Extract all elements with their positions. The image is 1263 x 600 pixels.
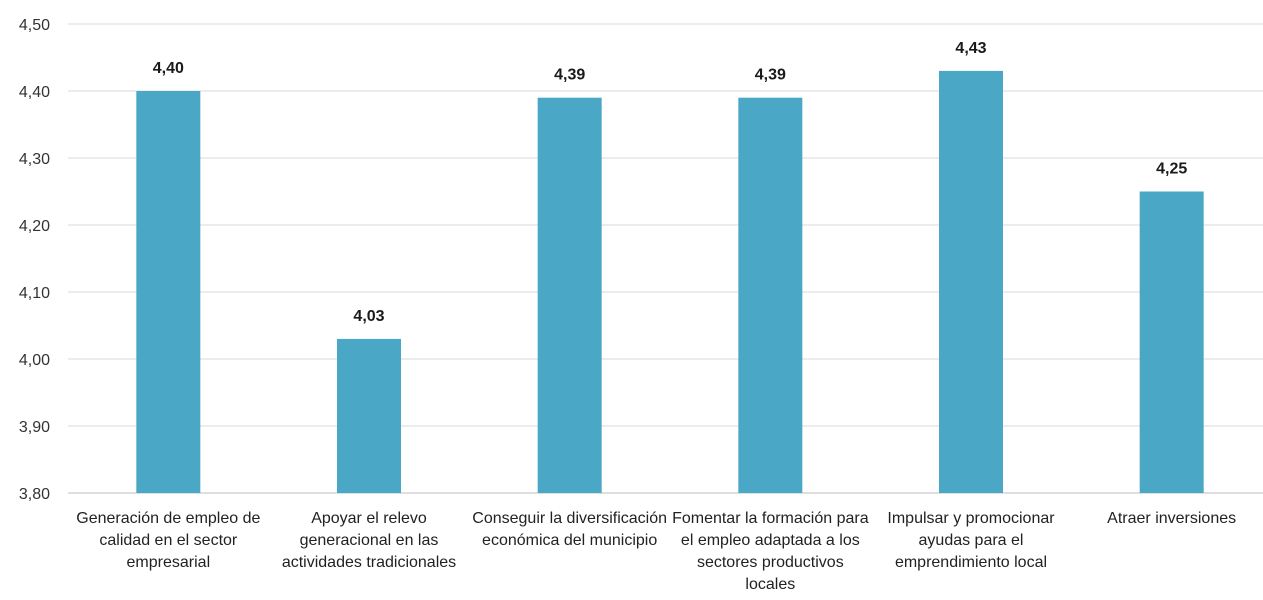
- y-tick-label: 3,90: [19, 419, 50, 436]
- y-axis-tick-labels: 3,80 3,90 4,00 4,10 4,20 4,30 4,40 4,50: [19, 17, 50, 503]
- x-tick-label: Apoyar el relevo generacional en las act…: [281, 510, 457, 571]
- bar: [738, 97, 803, 493]
- y-tick-label: 4,20: [19, 218, 50, 235]
- data-labels: 4,40 4,03 4,39 4,39 4,43 4,25: [153, 40, 1188, 325]
- x-tick-label: Impulsar y promocionar ayudas para el em…: [887, 510, 1055, 571]
- bar: [537, 97, 602, 493]
- data-label: 4,39: [554, 67, 585, 84]
- data-label: 4,39: [755, 67, 786, 84]
- bar: [939, 70, 1003, 494]
- x-tick-label: Generación de empleo de calidad en el se…: [76, 510, 261, 571]
- y-tick-label: 4,10: [19, 285, 50, 302]
- bars: [136, 70, 1204, 494]
- y-tick-label: 4,00: [19, 352, 50, 369]
- y-tick-label: 4,50: [19, 17, 50, 34]
- x-tick-label: Fomentar la formación para el empleo ada…: [672, 510, 869, 593]
- x-tick-label: Atraer inversiones: [1107, 510, 1237, 527]
- bar: [136, 91, 201, 493]
- y-tick-label: 4,40: [19, 84, 50, 101]
- data-label: 4,43: [955, 40, 986, 57]
- data-label: 4,40: [153, 60, 184, 77]
- y-tick-label: 4,30: [19, 151, 50, 168]
- bar: [337, 338, 401, 493]
- y-tick-label: 3,80: [19, 486, 50, 503]
- x-tick-label: Conseguir la diversificación económica d…: [472, 510, 668, 549]
- data-label: 4,25: [1156, 161, 1187, 178]
- gridlines: [68, 23, 1263, 494]
- bar: [1139, 191, 1204, 493]
- data-label: 4,03: [353, 308, 384, 325]
